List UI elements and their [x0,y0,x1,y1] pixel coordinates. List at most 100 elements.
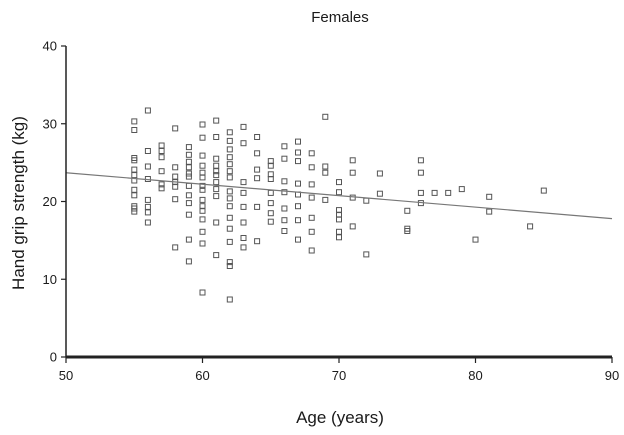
y-tick-label: 0 [50,350,57,365]
data-point [185,151,192,158]
data-point [281,205,288,212]
data-point [172,164,179,171]
data-point [349,157,356,164]
data-point [226,188,233,195]
data-point [336,216,342,223]
data-point [472,236,479,243]
data-point [267,162,274,169]
y-tick-label: 20 [43,194,57,209]
data-point [199,240,206,247]
data-point [144,148,151,154]
data-point [185,200,192,207]
data-point [213,252,220,259]
y-axis-ticks: 0 10 20 30 40 [43,39,66,365]
data-point [540,187,547,194]
data-point [458,186,465,193]
data-point [349,194,356,201]
data-point [199,186,206,193]
data-point [308,181,315,188]
data-point [226,225,233,232]
data-point [199,152,206,159]
data-point [213,193,220,200]
y-tick-label: 10 [43,272,57,287]
data-point [308,247,315,254]
data-point [226,263,233,269]
data-point [185,236,192,243]
data-point [267,200,274,207]
data-point [131,166,138,173]
data-point [158,142,165,149]
data-point [213,155,220,162]
data-point [131,118,138,125]
data-points [131,107,547,303]
data-point [226,137,233,144]
data-point [308,214,315,221]
data-point [144,203,151,210]
data-point [131,208,138,215]
data-point [185,211,192,218]
x-axis-title: Age (years) [296,408,384,427]
data-point [199,121,206,128]
data-point [131,157,138,164]
data-point [445,189,452,196]
data-point [185,173,192,180]
data-point [295,180,301,187]
data-point [213,172,220,179]
data-point [213,186,220,193]
data-point [172,183,179,190]
data-point [199,228,206,235]
data-point [322,113,329,120]
trend-line [65,172,613,220]
data-point [172,173,179,180]
data-point [199,174,206,181]
data-point [486,208,493,215]
data-point [185,182,192,189]
data-point [131,192,138,199]
data-point [417,189,424,196]
data-point [185,192,192,199]
data-point [199,216,206,223]
data-point [322,169,329,176]
x-tick-label: 60 [195,368,209,383]
data-point [213,168,220,175]
data-point [308,150,315,157]
data-point [308,228,315,235]
data-point [172,244,179,251]
data-point [376,190,383,197]
data-point [267,176,274,182]
data-point [240,123,247,130]
data-point [158,185,165,192]
data-point [254,203,261,210]
x-tick-label: 50 [59,368,73,383]
data-point [213,219,220,226]
data-point [131,172,138,179]
data-point [240,189,247,196]
data-point [486,193,493,200]
data-point [185,164,192,171]
data-point [199,134,206,141]
data-point [281,217,288,224]
data-point [226,195,233,202]
data-point [363,251,370,258]
x-tick-label: 70 [332,368,346,383]
data-point [254,166,261,173]
data-point [158,154,165,161]
data-point [144,209,151,216]
data-point [336,234,342,241]
data-point [417,157,424,164]
data-point [295,217,301,224]
x-tick-label: 90 [605,368,619,383]
data-point [295,149,301,156]
data-point [213,134,220,140]
data-point [281,143,288,150]
data-point [281,228,288,234]
data-point [185,144,192,151]
data-point [226,129,233,136]
chart-title: Females [311,9,369,26]
data-point [240,219,247,226]
data-point [226,203,233,210]
data-point [431,189,438,196]
data-point [226,168,233,175]
data-point [131,205,138,212]
